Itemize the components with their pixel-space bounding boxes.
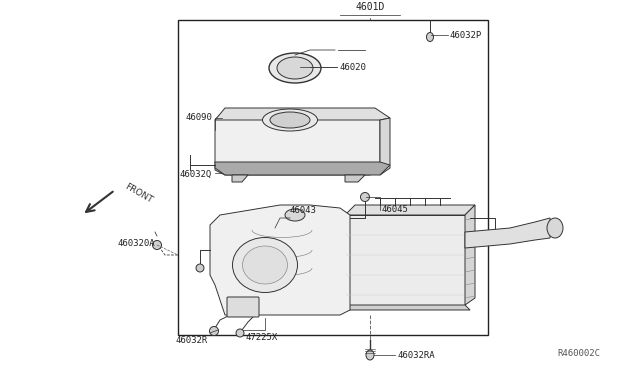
Ellipse shape bbox=[243, 246, 287, 284]
Ellipse shape bbox=[360, 192, 369, 202]
Ellipse shape bbox=[236, 329, 244, 337]
Ellipse shape bbox=[285, 209, 305, 221]
Ellipse shape bbox=[366, 350, 374, 360]
Polygon shape bbox=[215, 108, 390, 120]
Text: 46043: 46043 bbox=[290, 206, 317, 215]
Ellipse shape bbox=[270, 112, 310, 128]
Text: 460320A: 460320A bbox=[117, 239, 155, 248]
Ellipse shape bbox=[269, 53, 321, 83]
Ellipse shape bbox=[196, 264, 204, 272]
Text: 46032Q: 46032Q bbox=[180, 170, 212, 179]
Polygon shape bbox=[215, 162, 390, 175]
Text: 46045: 46045 bbox=[382, 205, 409, 215]
Ellipse shape bbox=[426, 32, 433, 42]
Polygon shape bbox=[345, 175, 365, 182]
Polygon shape bbox=[232, 175, 248, 182]
Ellipse shape bbox=[152, 241, 161, 250]
Polygon shape bbox=[465, 205, 475, 305]
Bar bbox=[345, 215, 465, 305]
Text: 46032P: 46032P bbox=[450, 31, 483, 39]
Ellipse shape bbox=[209, 327, 218, 336]
Ellipse shape bbox=[547, 218, 563, 238]
Polygon shape bbox=[380, 118, 390, 175]
Polygon shape bbox=[210, 205, 350, 315]
Text: 4601D: 4601D bbox=[355, 2, 385, 12]
Polygon shape bbox=[345, 305, 470, 310]
Text: FRONT: FRONT bbox=[123, 182, 154, 205]
Text: 46032RA: 46032RA bbox=[397, 350, 435, 359]
Polygon shape bbox=[345, 205, 475, 215]
Text: 46020: 46020 bbox=[339, 64, 366, 73]
FancyBboxPatch shape bbox=[227, 297, 259, 317]
Bar bbox=[178, 20, 488, 335]
Text: R460002C: R460002C bbox=[557, 349, 600, 358]
Ellipse shape bbox=[277, 57, 313, 79]
Text: 46090: 46090 bbox=[185, 113, 212, 122]
Text: 47225X: 47225X bbox=[245, 333, 277, 342]
Polygon shape bbox=[215, 110, 380, 175]
Polygon shape bbox=[465, 218, 550, 248]
Text: 46032R: 46032R bbox=[176, 336, 208, 345]
Ellipse shape bbox=[232, 237, 298, 292]
Ellipse shape bbox=[262, 109, 317, 131]
